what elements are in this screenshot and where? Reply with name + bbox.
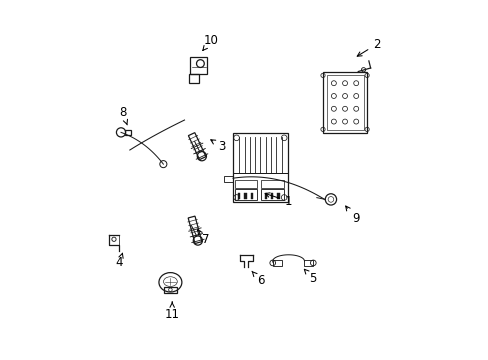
Bar [270,193,273,199]
Text: 6: 6 [251,271,264,287]
Bar [244,193,246,199]
Bar [188,74,198,83]
Bar [326,75,363,130]
Bar [224,176,232,182]
Text: 8: 8 [119,107,127,125]
Bar [261,180,283,188]
Bar [124,130,131,135]
Bar [108,235,119,245]
Text: 5: 5 [304,269,316,285]
Text: 1: 1 [264,193,292,208]
Text: 2: 2 [357,38,380,56]
Bar [189,57,207,74]
Bar [234,189,257,200]
Bar [233,133,287,202]
Text: 9: 9 [345,206,359,225]
Text: 11: 11 [164,302,179,320]
Bar [264,193,266,199]
Bar [272,260,281,266]
Bar [234,180,257,188]
Text: 10: 10 [203,34,218,50]
Bar [304,260,313,266]
Bar [261,189,283,200]
Text: 4: 4 [115,253,123,269]
Text: 7: 7 [197,230,209,247]
Bar [164,287,176,293]
Bar [238,193,240,199]
Bar [250,193,252,199]
Text: 3: 3 [210,140,225,153]
Bar [277,193,279,199]
Bar [323,72,366,133]
